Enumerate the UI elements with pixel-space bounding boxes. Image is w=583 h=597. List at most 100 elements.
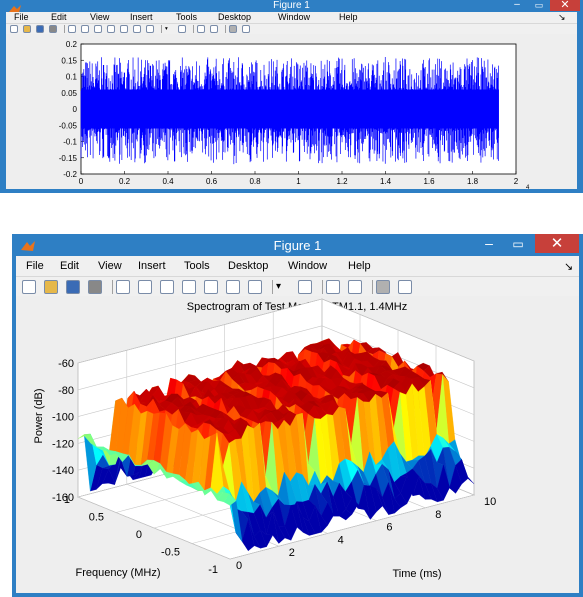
dropdown-arrow-icon[interactable]: ▾ [276,281,281,292]
open-file-icon[interactable] [44,280,58,294]
y-axis-label: Frequency (MHz) [76,567,161,579]
minimize-button[interactable]: – [514,0,520,10]
signal-core [81,89,499,129]
link-plot-icon[interactable] [298,280,312,294]
dropdown-arrow-icon[interactable]: ▾ [165,26,168,32]
window-title-2: Figure 1 [273,238,322,253]
grid-line [229,494,475,560]
close-button[interactable]: ✕ [535,234,579,253]
pan-icon[interactable] [107,25,115,33]
y-tick-label: -0.2 [63,170,77,179]
new-figure-icon[interactable] [10,25,18,33]
signal-line-plot: 0.20.150.10.050-0.05-0.1-0.15-0.20 0.2 0.4… [59,40,530,189]
menu-tools[interactable]: Tools [184,260,210,272]
y-tick-label: -1 [208,564,218,576]
save-icon[interactable] [36,25,44,33]
toolbar-separator [64,25,65,33]
print-icon[interactable] [49,25,57,33]
matlab-logo-icon [8,1,22,13]
menu-help[interactable]: Help [348,260,371,272]
y-tick-label: -0.1 [63,138,77,147]
x-tick-label: 10 [484,496,496,508]
y-tick-label: -0.15 [59,154,78,163]
title-bar-1[interactable]: Figure 1 – ▭ ✕ [0,0,583,13]
z-tick-label: -80 [58,385,74,397]
menu-help[interactable]: Help [339,12,358,22]
dock-arrow-icon[interactable]: ↘ [558,12,566,22]
maximize-button[interactable]: ▭ [512,237,524,251]
show-plot-tools-icon[interactable] [398,280,412,294]
link-plot-icon[interactable] [178,25,186,33]
brush-icon[interactable] [146,25,154,33]
y-tick-label: 0.2 [66,40,78,49]
z-tick-label: -100 [52,412,74,424]
pointer-icon[interactable] [68,25,76,33]
figure-window-2: Figure 1 – ▭ ✕ File Edit View Insert Too… [12,234,583,597]
maximize-button[interactable]: ▭ [534,0,544,10]
zoom-in-icon[interactable] [138,280,152,294]
rotate-3d-icon[interactable] [204,280,218,294]
z-tick-label: -120 [52,438,74,450]
z-tick-label: -160 [52,492,74,504]
menu-bar-1: File Edit View Insert Tools Desktop Wind… [6,12,577,23]
menu-insert[interactable]: Insert [138,260,166,272]
zoom-out-icon[interactable] [94,25,102,33]
z-tick-label: -140 [52,465,74,477]
figure-canvas-1: 0.2 0.15 0.1 0.05 0 -0.05 -0.1 -0.15 -0.2 0 0.2 0.4… [6,34,577,189]
toolbar-separator [225,25,226,33]
legend-icon[interactable] [348,280,362,294]
menu-window[interactable]: Window [288,260,328,272]
data-cursor-icon[interactable] [133,25,141,33]
x-tick-label: 1.4 [380,177,392,186]
menu-insert[interactable]: Insert [130,12,153,22]
new-figure-icon[interactable] [22,280,36,294]
close-button[interactable]: ✕ [550,0,580,11]
z-axis-label: Power (dB) [33,388,45,443]
title-bar-2[interactable]: Figure 1 – ▭ ✕ [12,234,583,256]
x-axis-label: Time (ms) [392,568,441,580]
colorbar-icon[interactable] [326,280,340,294]
x-tick-label: 0.6 [206,177,218,186]
data-cursor-icon[interactable] [226,280,240,294]
rotate-3d-icon[interactable] [120,25,128,33]
legend-icon[interactable] [210,25,218,33]
x-tick-label: 0.8 [249,177,261,186]
dock-arrow-icon[interactable]: ↘ [564,261,574,273]
open-file-icon[interactable] [23,25,31,33]
print-icon[interactable] [88,280,102,294]
brush-icon[interactable] [248,280,262,294]
hide-plot-tools-icon[interactable] [376,280,390,294]
hide-plot-tools-icon[interactable] [229,25,237,33]
menu-edit[interactable]: Edit [60,260,79,272]
menu-file[interactable]: File [14,12,29,22]
pointer-icon[interactable] [116,280,130,294]
zoom-in-icon[interactable] [81,25,89,33]
matlab-logo-icon [20,239,36,251]
x-tick-label: 2 [289,547,295,559]
surface-patch [223,493,237,506]
x-tick-label: 1.6 [423,177,435,186]
toolbar-separator [272,280,273,294]
x-tick-label: 0.4 [162,177,174,186]
figure-canvas-2: Spectrogram of Test Model E-TM1.1, 1.4MH… [16,296,579,593]
zoom-out-icon[interactable] [160,280,174,294]
x-tick-label: 0.2 [119,177,131,186]
menu-file[interactable]: File [26,260,44,272]
toolbar-separator [372,280,373,294]
show-plot-tools-icon[interactable] [242,25,250,33]
menu-desktop[interactable]: Desktop [228,260,269,272]
minimize-button[interactable]: – [485,235,493,251]
spectrogram-surface-plot: Spectrogram of Test Model E-TM1.1, 1.4MH… [33,298,496,580]
menu-desktop[interactable]: Desktop [218,12,252,22]
menu-edit[interactable]: Edit [51,12,67,22]
menu-view[interactable]: View [98,260,122,272]
toolbar-separator [161,25,162,33]
z-tick-label: -60 [58,358,74,370]
menu-tools[interactable]: Tools [176,12,198,22]
pan-icon[interactable] [182,280,196,294]
save-icon[interactable] [66,280,80,294]
menu-window[interactable]: Window [278,12,311,22]
x-exponent-power: 4 [526,185,530,189]
menu-view[interactable]: View [90,12,110,22]
colorbar-icon[interactable] [197,25,205,33]
